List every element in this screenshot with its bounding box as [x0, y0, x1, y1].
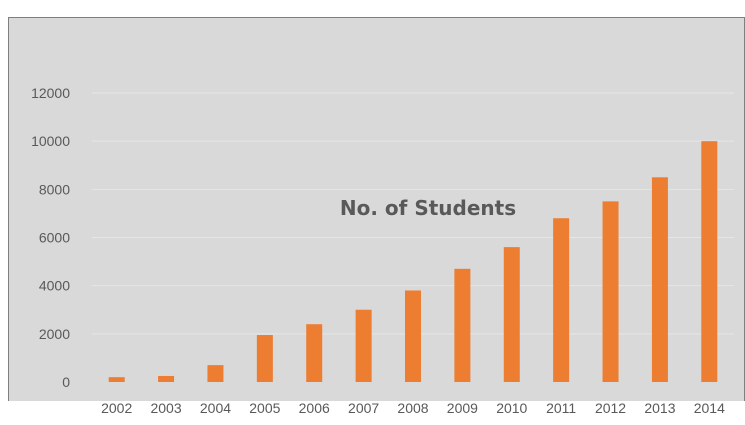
- x-tick-label: 2010: [496, 400, 527, 416]
- bar-2005: [256, 335, 273, 382]
- bar-2013: [651, 177, 668, 382]
- x-tick-label: 2007: [348, 400, 379, 416]
- y-tick-label: 4000: [39, 278, 70, 294]
- bar-2014: [701, 141, 718, 382]
- x-tick-label: 2012: [595, 400, 626, 416]
- chart-title: No. of Students: [340, 196, 516, 220]
- bar-2009: [454, 268, 471, 382]
- chart-frame: [8, 17, 745, 401]
- x-tick-label: 2004: [200, 400, 231, 416]
- x-tick-label: 2002: [101, 400, 132, 416]
- bar-2011: [553, 218, 570, 382]
- bar-2006: [306, 324, 323, 382]
- y-tick-label: 0: [62, 374, 70, 390]
- bar-2007: [355, 309, 372, 382]
- y-tick-label: 6000: [39, 230, 70, 246]
- bar-2003: [158, 375, 175, 382]
- y-axis-tick-labels: 0 2000 4000 6000 8000 10000 12000: [31, 85, 70, 390]
- bar-2002: [108, 377, 125, 382]
- y-tick-label: 2000: [39, 326, 70, 342]
- bar-2012: [602, 201, 619, 382]
- x-tick-label: 2008: [397, 400, 428, 416]
- x-tick-label: 2006: [299, 400, 330, 416]
- bar-2004: [207, 365, 224, 382]
- x-tick-label: 2014: [694, 400, 725, 416]
- x-tick-label: 2005: [249, 400, 280, 416]
- x-tick-label: 2009: [447, 400, 478, 416]
- x-axis-tick-labels: 2002 2003 2004 2005 2006 2007 2008 2009 2010 2011…: [101, 400, 725, 416]
- bar-2010: [503, 247, 520, 382]
- x-tick-label: 2011: [546, 400, 576, 416]
- x-tick-label: 2003: [150, 400, 181, 416]
- bars: [108, 141, 718, 382]
- bar-2008: [405, 290, 421, 382]
- x-tick-label: 2013: [644, 400, 675, 416]
- y-tick-label: 8000: [39, 181, 70, 197]
- y-tick-label: 12000: [31, 85, 70, 101]
- y-tick-label: 10000: [31, 133, 70, 149]
